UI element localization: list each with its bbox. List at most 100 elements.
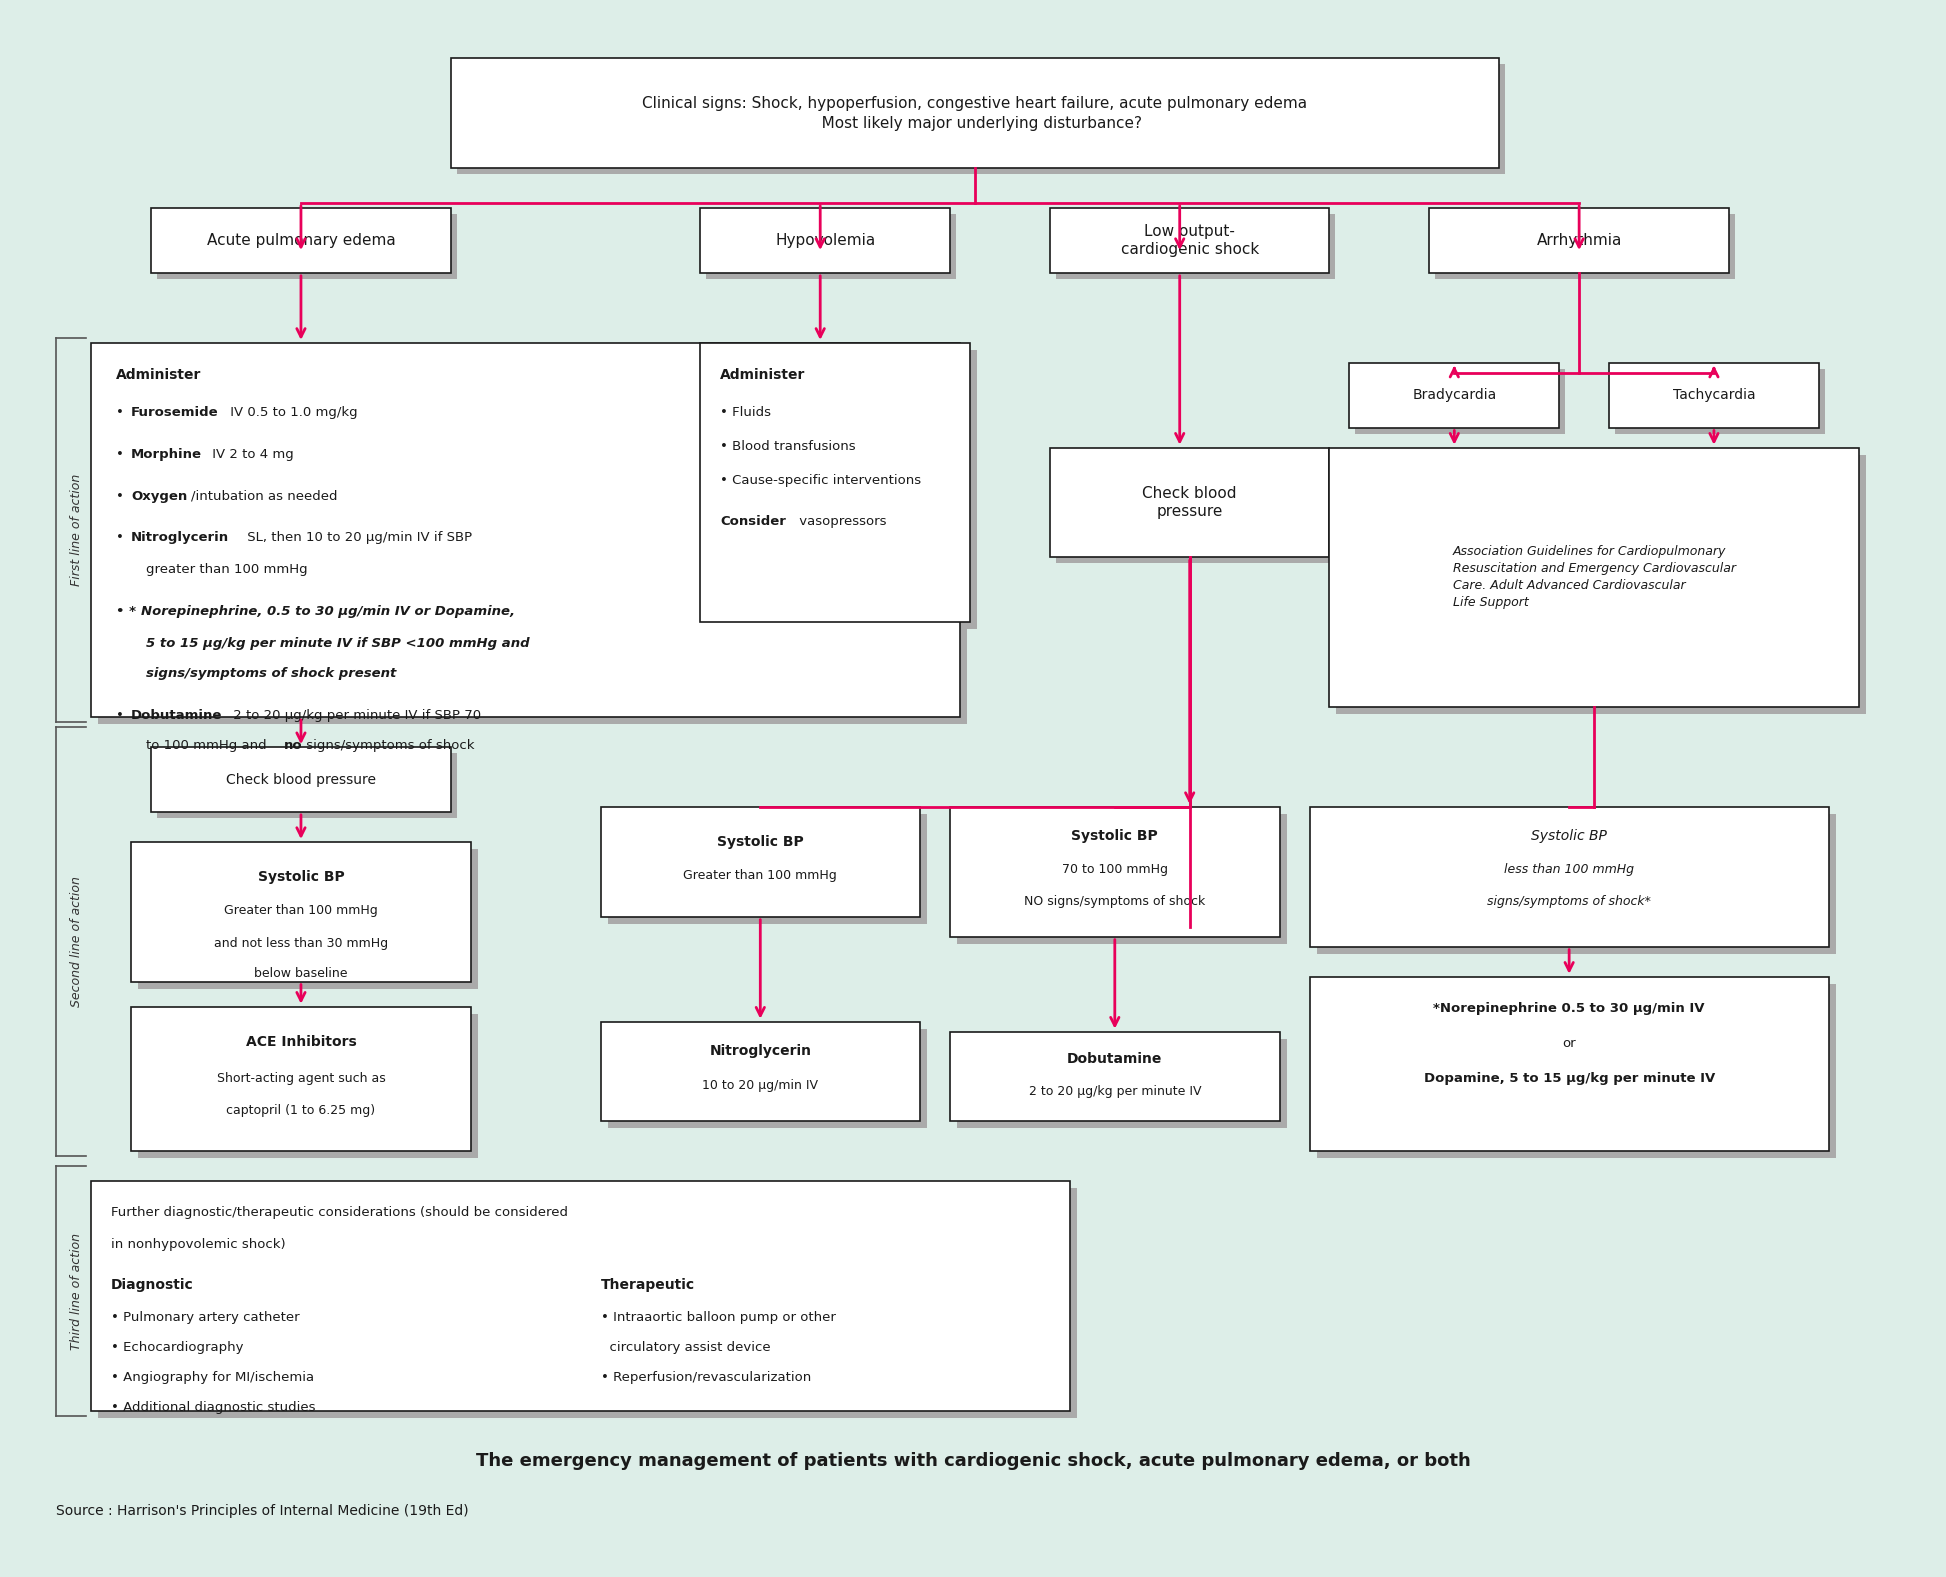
FancyBboxPatch shape xyxy=(451,58,1498,169)
FancyBboxPatch shape xyxy=(1317,984,1835,1159)
Text: SL, then 10 to 20 μg/min IV if SBP: SL, then 10 to 20 μg/min IV if SBP xyxy=(243,531,473,544)
Text: •: • xyxy=(117,710,128,722)
Text: signs/symptoms of shock*: signs/symptoms of shock* xyxy=(1487,894,1650,908)
Text: circulatory assist device: circulatory assist device xyxy=(601,1340,771,1355)
Text: •: • xyxy=(117,531,128,544)
Text: • Echocardiography: • Echocardiography xyxy=(111,1340,243,1355)
Text: • Blood transfusions: • Blood transfusions xyxy=(720,440,856,453)
FancyBboxPatch shape xyxy=(1317,814,1835,954)
FancyBboxPatch shape xyxy=(152,747,451,812)
FancyBboxPatch shape xyxy=(957,1039,1286,1129)
FancyBboxPatch shape xyxy=(950,1031,1280,1121)
Text: Systolic BP: Systolic BP xyxy=(1532,830,1607,844)
Text: signs/symptoms of shock present: signs/symptoms of shock present xyxy=(146,667,397,680)
Text: Nitroglycerin: Nitroglycerin xyxy=(130,531,230,544)
FancyBboxPatch shape xyxy=(130,1006,471,1151)
Text: 10 to 20 μg/min IV: 10 to 20 μg/min IV xyxy=(703,1080,819,1093)
Text: •: • xyxy=(117,489,128,503)
Text: below baseline: below baseline xyxy=(255,967,348,979)
Text: NO signs/symptoms of shock: NO signs/symptoms of shock xyxy=(1024,894,1205,908)
Text: vasopressors: vasopressors xyxy=(796,516,887,528)
Text: Hypovolemia: Hypovolemia xyxy=(775,233,876,248)
Text: •: • xyxy=(117,448,128,460)
FancyBboxPatch shape xyxy=(1057,454,1335,563)
Text: • Cause-specific interventions: • Cause-specific interventions xyxy=(720,473,922,487)
Text: ACE Inhibitors: ACE Inhibitors xyxy=(245,1035,356,1049)
Text: Arrhythmia: Arrhythmia xyxy=(1537,233,1621,248)
Text: Administer: Administer xyxy=(117,367,202,382)
FancyBboxPatch shape xyxy=(97,350,967,724)
Text: Short-acting agent such as: Short-acting agent such as xyxy=(216,1071,385,1085)
FancyBboxPatch shape xyxy=(91,1181,1070,1411)
Text: Bradycardia: Bradycardia xyxy=(1413,388,1496,402)
Text: Dopamine, 5 to 15 μg/kg per minute IV: Dopamine, 5 to 15 μg/kg per minute IV xyxy=(1424,1071,1714,1085)
Text: Systolic BP: Systolic BP xyxy=(257,871,344,883)
Text: 5 to 15 μg/kg per minute IV if SBP <100 mmHg and: 5 to 15 μg/kg per minute IV if SBP <100 … xyxy=(146,637,529,650)
FancyBboxPatch shape xyxy=(138,848,477,989)
Text: or: or xyxy=(1563,1036,1576,1050)
Text: Greater than 100 mmHg: Greater than 100 mmHg xyxy=(224,904,378,916)
Text: IV 0.5 to 1.0 mg/kg: IV 0.5 to 1.0 mg/kg xyxy=(226,405,358,418)
Text: signs/symptoms of shock: signs/symptoms of shock xyxy=(302,740,475,752)
FancyBboxPatch shape xyxy=(91,342,959,718)
Text: no: no xyxy=(284,740,304,752)
Text: captopril (1 to 6.25 mg): captopril (1 to 6.25 mg) xyxy=(226,1104,376,1118)
Text: less than 100 mmHg: less than 100 mmHg xyxy=(1504,863,1635,875)
FancyBboxPatch shape xyxy=(1051,208,1329,273)
Text: *Norepinephrine 0.5 to 30 μg/min IV: *Norepinephrine 0.5 to 30 μg/min IV xyxy=(1434,1001,1705,1014)
FancyBboxPatch shape xyxy=(1436,214,1736,279)
Text: IV 2 to 4 mg: IV 2 to 4 mg xyxy=(208,448,294,460)
Text: Systolic BP: Systolic BP xyxy=(1072,830,1158,844)
Text: Oxygen: Oxygen xyxy=(130,489,187,503)
FancyBboxPatch shape xyxy=(158,214,457,279)
Text: • Intraaortic balloon pump or other: • Intraaortic balloon pump or other xyxy=(601,1310,835,1325)
Text: Systolic BP: Systolic BP xyxy=(716,834,804,848)
Text: Source : Harrison's Principles of Internal Medicine (19th Ed): Source : Harrison's Principles of Intern… xyxy=(56,1504,469,1517)
Text: Check blood
pressure: Check blood pressure xyxy=(1142,486,1238,519)
Text: Association Guidelines for Cardiopulmonary
Resuscitation and Emergency Cardiovas: Association Guidelines for Cardiopulmona… xyxy=(1452,546,1736,609)
FancyBboxPatch shape xyxy=(138,1014,477,1159)
Text: Dobutamine: Dobutamine xyxy=(1066,1052,1162,1066)
Text: Nitroglycerin: Nitroglycerin xyxy=(708,1044,811,1058)
Text: Greater than 100 mmHg: Greater than 100 mmHg xyxy=(683,869,837,882)
Text: • Reperfusion/revascularization: • Reperfusion/revascularization xyxy=(601,1370,811,1385)
Text: The emergency management of patients with cardiogenic shock, acute pulmonary ede: The emergency management of patients wit… xyxy=(475,1452,1471,1470)
Text: Clinical signs: Shock, hypoperfusion, congestive heart failure, acute pulmonary : Clinical signs: Shock, hypoperfusion, co… xyxy=(642,96,1308,131)
Text: to 100 mmHg and: to 100 mmHg and xyxy=(146,740,270,752)
Text: Dobutamine: Dobutamine xyxy=(130,710,222,722)
Text: 2 to 20 μg/kg per minute IV: 2 to 20 μg/kg per minute IV xyxy=(1029,1085,1201,1099)
Text: Morphine: Morphine xyxy=(130,448,202,460)
Text: Second line of action: Second line of action xyxy=(70,877,84,1008)
Text: •: • xyxy=(117,405,128,418)
FancyBboxPatch shape xyxy=(1430,208,1728,273)
Text: Tachycardia: Tachycardia xyxy=(1674,388,1755,402)
Text: Further diagnostic/therapeutic considerations (should be considered: Further diagnostic/therapeutic considera… xyxy=(111,1206,568,1219)
FancyBboxPatch shape xyxy=(1310,976,1829,1151)
Text: • Pulmonary artery catheter: • Pulmonary artery catheter xyxy=(111,1310,300,1325)
FancyBboxPatch shape xyxy=(1329,448,1858,706)
FancyBboxPatch shape xyxy=(1337,454,1866,714)
FancyBboxPatch shape xyxy=(152,208,451,273)
FancyBboxPatch shape xyxy=(601,1022,920,1121)
FancyBboxPatch shape xyxy=(701,342,969,623)
FancyBboxPatch shape xyxy=(1609,363,1820,427)
FancyBboxPatch shape xyxy=(601,807,920,916)
Text: greater than 100 mmHg: greater than 100 mmHg xyxy=(146,563,307,577)
Text: Acute pulmonary edema: Acute pulmonary edema xyxy=(206,233,395,248)
FancyBboxPatch shape xyxy=(1057,214,1335,279)
FancyBboxPatch shape xyxy=(158,754,457,818)
Text: Third line of action: Third line of action xyxy=(70,1233,84,1350)
FancyBboxPatch shape xyxy=(706,214,955,279)
FancyBboxPatch shape xyxy=(701,208,950,273)
FancyBboxPatch shape xyxy=(708,350,977,629)
Text: Administer: Administer xyxy=(720,367,806,382)
Text: 70 to 100 mmHg: 70 to 100 mmHg xyxy=(1063,863,1168,875)
Text: Furosemide: Furosemide xyxy=(130,405,218,418)
Text: • Angiography for MI/ischemia: • Angiography for MI/ischemia xyxy=(111,1370,315,1385)
Text: • *: • * xyxy=(117,606,136,618)
Text: First line of action: First line of action xyxy=(70,473,84,587)
Text: Diagnostic: Diagnostic xyxy=(111,1277,195,1292)
FancyBboxPatch shape xyxy=(1310,807,1829,946)
Text: Check blood pressure: Check blood pressure xyxy=(226,773,376,787)
FancyBboxPatch shape xyxy=(1349,363,1559,427)
